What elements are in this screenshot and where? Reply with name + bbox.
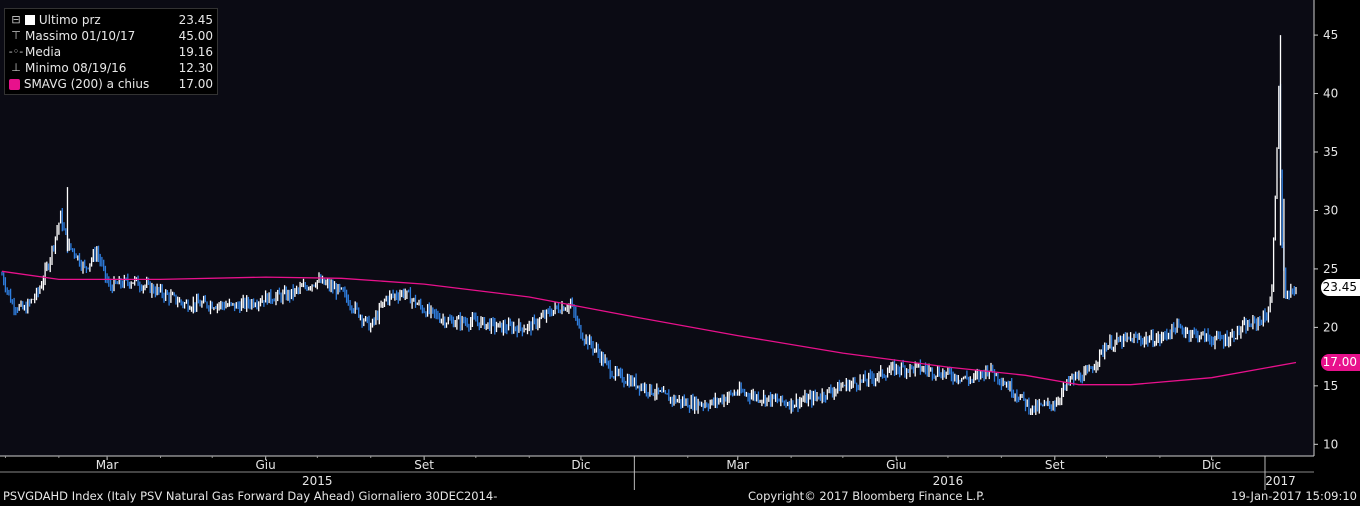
y-tick-label: 30	[1323, 203, 1338, 217]
legend-value-max: 45.00	[178, 29, 213, 43]
legend-label-max: Massimo 01/10/17	[25, 29, 136, 43]
x-tick-label: Giu	[255, 458, 275, 472]
legend-value-last: 23.45	[178, 13, 213, 27]
price-chart: 10 15 20 25 30 35 40 45 Mar Giu Set Dic Mar Giu Set Dic…	[0, 0, 1338, 490]
legend-row-last: ⊟ Ultimo prz 23.45	[9, 12, 213, 28]
x-tick-label: Dic	[571, 458, 590, 472]
legend-swatch-last	[25, 15, 35, 25]
y-tick-label: 25	[1323, 262, 1338, 276]
max-marker-icon: ⊤	[11, 29, 21, 42]
min-marker-icon: ⊥	[11, 61, 21, 74]
collapse-square-icon[interactable]: ⊟	[11, 13, 21, 26]
legend-row-min: ⊥ Minimo 08/19/16 12.30	[9, 60, 213, 76]
x-year-label: 2017	[1265, 474, 1296, 488]
legend-value-sma: 17.00	[178, 77, 213, 91]
price-series	[1, 35, 1297, 415]
legend-row-sma: SMAVG (200) a chius 17.00	[9, 76, 213, 92]
x-tick-label: Mar	[96, 458, 119, 472]
legend-label-sma: SMAVG (200) a chius	[23, 77, 150, 91]
y-tick-label: 45	[1323, 28, 1338, 42]
footer-copyright: Copyright© 2017 Bloomberg Finance L.P.	[748, 489, 985, 503]
footer-timestamp: 19-Jan-2017 15:09:10	[1231, 489, 1357, 503]
legend-row-max: ⊤ Massimo 01/10/17 45.00	[9, 28, 213, 44]
last-price-badge: 23.45	[1320, 279, 1360, 296]
x-tick-label: Set	[1045, 458, 1065, 472]
y-tick-label: 10	[1323, 437, 1338, 451]
legend-swatch-sma	[9, 78, 20, 90]
y-tick-label: 35	[1323, 145, 1338, 159]
legend-label-mean: Media	[25, 45, 62, 59]
y-tick-label: 20	[1323, 320, 1338, 334]
y-tick-label: 40	[1323, 87, 1338, 101]
legend-value-mean: 19.16	[178, 45, 213, 59]
sma-value-badge: 17.00	[1320, 354, 1360, 371]
x-year-label: 2016	[933, 474, 964, 488]
axes: 10 15 20 25 30 35 40 45 Mar Giu Set Dic Mar Giu Set Dic…	[0, 0, 1338, 490]
x-tick-label: Mar	[726, 458, 749, 472]
x-tick-label: Set	[414, 458, 434, 472]
mean-marker-icon: -◦-	[8, 45, 24, 58]
plot-area	[0, 0, 1314, 456]
sma-line	[1, 270, 1297, 386]
legend-label-last: Ultimo prz	[38, 13, 101, 27]
x-tick-label: Giu	[886, 458, 906, 472]
legend-row-mean: -◦- Media 19.16	[9, 44, 213, 60]
legend: ⊟ Ultimo prz 23.45 ⊤ Massimo 01/10/17 45…	[4, 8, 218, 95]
x-tick-label: Dic	[1202, 458, 1221, 472]
x-year-label: 2015	[302, 474, 333, 488]
legend-label-min: Minimo 08/19/16	[25, 61, 127, 75]
legend-value-min: 12.30	[178, 61, 213, 75]
y-tick-label: 15	[1323, 379, 1338, 393]
footer-index-description: PSVGDAHD Index (Italy PSV Natural Gas Fo…	[3, 489, 498, 503]
